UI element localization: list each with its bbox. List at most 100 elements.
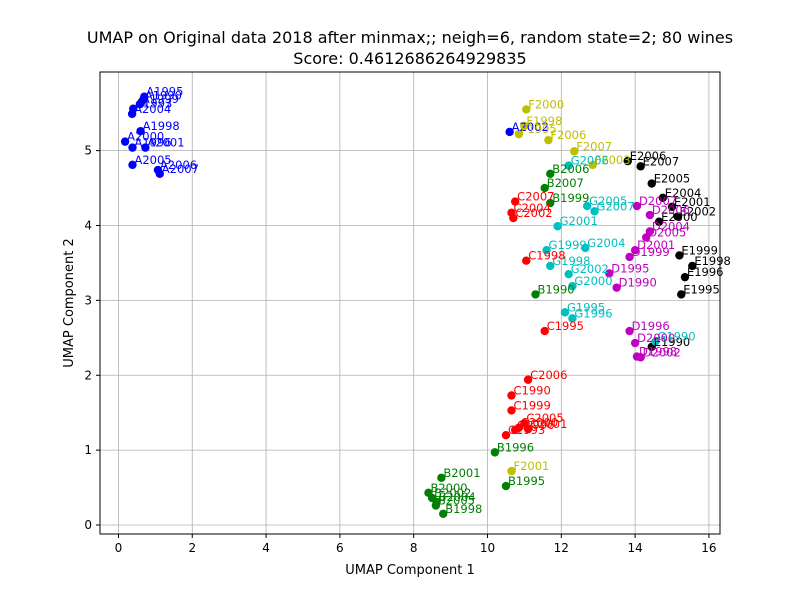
x-tick-label: 6	[336, 541, 344, 555]
point-label: D1995	[611, 261, 649, 275]
data-point	[688, 261, 697, 271]
data-point	[553, 222, 562, 231]
point-label: A1998	[143, 119, 180, 133]
data-point	[612, 283, 621, 292]
point-label: B2001	[443, 466, 480, 480]
data-point	[523, 375, 533, 384]
point-label: E2004	[665, 186, 702, 200]
point-label: C1998	[528, 249, 565, 263]
point-label: B2000	[430, 481, 467, 495]
point-label: E2002	[680, 205, 717, 219]
data-point	[546, 198, 555, 208]
point-label: D2005	[648, 225, 686, 239]
data-point	[680, 272, 690, 282]
point-label: G2005	[589, 194, 627, 208]
plot-frame	[99, 71, 721, 535]
data-point	[570, 147, 579, 156]
data-point	[510, 197, 520, 206]
x-tick-label: 2	[188, 541, 196, 555]
data-point	[641, 233, 651, 242]
point-label: B2007	[547, 176, 584, 190]
point-label: F1995	[521, 122, 557, 136]
grid-lines	[100, 72, 720, 534]
point-label: A2002	[512, 120, 549, 134]
data-point	[654, 217, 664, 226]
data-point	[645, 210, 655, 220]
data-point	[588, 160, 597, 170]
point-label: G1990	[657, 330, 695, 344]
point-label: G2006	[571, 154, 609, 168]
point-label: A1996	[134, 136, 171, 150]
data-point	[677, 290, 686, 299]
point-label: E2006	[630, 149, 667, 163]
data-point	[507, 406, 516, 415]
data-point	[651, 337, 660, 346]
point-label: E1999	[681, 243, 718, 257]
data-point	[120, 137, 130, 146]
point-label: G2002	[571, 262, 609, 276]
data-points	[120, 92, 697, 518]
point-label: G2000	[574, 274, 612, 288]
point-label: F1998	[526, 114, 562, 128]
point-label: A1990	[145, 88, 182, 102]
data-point	[520, 121, 529, 131]
data-point	[531, 290, 540, 299]
data-point	[490, 448, 500, 457]
point-label: A2007	[162, 162, 199, 176]
point-label: D1999	[632, 245, 670, 259]
point-label: B1999	[552, 191, 589, 205]
point-label: E1995	[683, 282, 720, 296]
point-label: A2005	[134, 153, 171, 167]
point-label: E2007	[643, 154, 680, 168]
point-label: A2006	[160, 158, 197, 172]
data-point	[605, 269, 614, 278]
y-axis-ticks: 0 1 2 3 4 5	[84, 144, 100, 532]
data-point	[540, 326, 549, 336]
point-label: C2001	[530, 417, 567, 431]
point-label: G2007	[597, 199, 635, 213]
point-label: B1996	[497, 440, 534, 454]
data-point	[155, 169, 164, 179]
data-point	[141, 143, 150, 152]
x-tick-label: 12	[554, 541, 569, 555]
point-label: G2001	[560, 214, 598, 228]
data-point	[507, 391, 516, 400]
data-point	[540, 183, 549, 193]
point-label: C2005	[526, 411, 563, 425]
data-point	[546, 261, 555, 271]
x-tick-label: 0	[115, 541, 123, 555]
point-label: A1999	[142, 92, 179, 106]
x-tick-label: 14	[627, 541, 642, 555]
point-label: C1995	[547, 319, 584, 333]
data-point	[675, 251, 684, 260]
point-label: G2004	[587, 236, 625, 250]
data-point	[501, 481, 511, 491]
point-label: A1993	[135, 97, 172, 111]
data-point	[546, 169, 555, 179]
data-point	[439, 509, 448, 518]
point-label: B2006	[552, 162, 589, 176]
data-point	[630, 246, 640, 255]
point-label: D1996	[632, 319, 670, 333]
data-point	[135, 99, 145, 109]
data-point	[501, 430, 511, 440]
point-label: D2001	[637, 238, 675, 252]
data-point	[636, 162, 645, 171]
point-label: E2000	[661, 210, 698, 224]
point-label: D2007	[639, 194, 677, 208]
point-label: E1998	[694, 254, 731, 268]
point-label: C1993	[508, 423, 545, 437]
data-point	[431, 501, 441, 510]
data-point	[667, 202, 677, 211]
data-point	[507, 466, 516, 476]
point-label: A2000	[127, 130, 164, 144]
point-label: D2000	[637, 331, 675, 345]
data-point	[568, 281, 577, 291]
point-label: C1996	[517, 418, 554, 432]
point-label: G1995	[567, 300, 605, 314]
data-point	[128, 143, 137, 152]
point-label: F2000	[528, 97, 564, 111]
y-tick-label: 1	[84, 443, 92, 457]
point-label: F2007	[576, 139, 612, 153]
